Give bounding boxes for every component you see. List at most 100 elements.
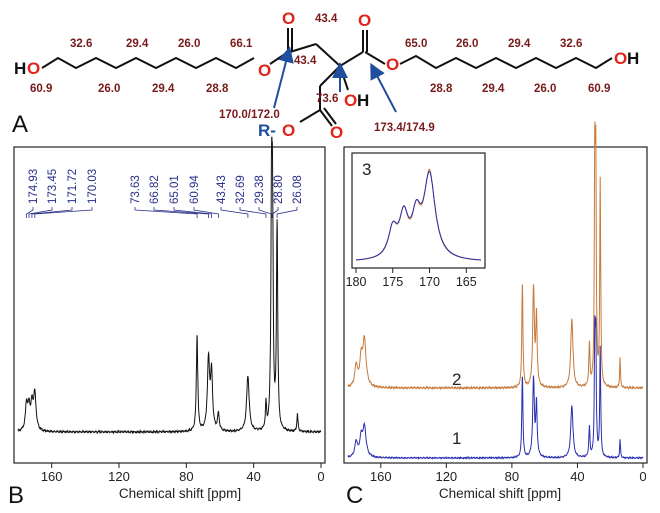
chart-c-tick-label-120: 120 [435,469,457,484]
structure-panel: A H O [12,9,639,142]
chart-c-series-label-1: 1 [452,429,461,448]
bond-cq-ch2-bottom [319,65,341,87]
chart-b-peak-leader-29.38 [258,207,272,218]
chart-b-peak-leader-65.01 [173,207,213,218]
chart-c-inset-label: 3 [362,160,371,179]
shift-ch2-left: 43.4 [294,55,317,67]
chart-b-peak-label-32.69: 32.69 [235,175,247,204]
atom-o-ester-right: O [386,55,399,74]
chart-c-inset-frame [351,152,486,269]
atom-o-bottom-carbonyl: O [330,123,343,142]
shift-left-c5: 29.4 [152,83,175,95]
panel-letter-b: B [8,482,24,509]
structure-shift-labels: 60.9 32.6 26.0 29.4 29.4 26.0 28.8 66.1 … [30,13,610,134]
chart-b-tick-label-40: 40 [246,469,260,484]
atom-o-carbonyl-right: O [358,11,371,30]
ho-left-h: H [14,59,26,78]
chart-c-inset-x-axis: 180 175 170 165 [346,268,477,289]
shift-right-c8: 60.9 [588,83,610,95]
chart-c-series-label-2: 2 [452,370,461,389]
chart-b-peak-leader-60.94 [193,207,219,218]
shift-co-left: 170.0/172.0 [219,109,280,121]
bond-cq-oh [339,65,349,91]
chart-b-peak-label-170.03: 170.03 [87,169,99,204]
bond-cbottom-obond-1 [319,109,333,127]
chart-c-xlabel: Chemical shift [ppm] [439,486,561,501]
shift-right-c6: 26.0 [534,83,556,95]
chart-b-peak-leader-73.63 [134,207,198,218]
bond-cq-c-right [339,51,364,67]
chart-c-tick-label-40: 40 [570,469,584,484]
chart-c-inset-trace-1 [356,170,482,261]
atom-oh-center-h: H [357,91,369,110]
chart-c-trace-1 [347,315,644,461]
chart-b-tick-label-0: 0 [317,469,324,484]
chart-b-trace [17,136,322,435]
shift-left-c6: 26.0 [178,38,200,50]
chart-b-peak-leader-32.69 [239,207,267,218]
bond-c-ch2-left [289,43,317,53]
chart-b-peak-label-28.80: 28.80 [273,175,285,204]
bond-ch2-cq [315,43,341,67]
chart-b-peak-leaders [26,207,298,218]
arrow-co-left [273,46,294,109]
chart-b-frame [13,146,326,464]
chart-b-tick-label-160: 160 [41,469,63,484]
panel-letter-c: C [346,482,363,509]
bond-cbottom-obond-2 [323,107,337,125]
chart-panel-c: 2 1 160 120 80 40 0 Chemical shift [ppm] C 3… [343,121,648,509]
chart-b-peak-label-26.08: 26.08 [292,175,304,204]
shift-co-right: 173.4/174.9 [374,122,435,134]
chart-c-trace-2 [347,121,644,391]
chart-b-peak-leader-174.93 [26,207,34,218]
chart-panel-b: 174.93 173.45 171.72 170.03 73.63 66.82 65.01 6… [8,136,326,509]
right-alkyl-chain [399,54,613,70]
chart-b-tick-label-80: 80 [179,469,193,484]
atom-o-ester-left: O [258,61,271,80]
chart-c-frame [343,146,648,464]
shift-right-c3: 26.0 [456,38,478,50]
chart-b-peak-label-60.94: 60.94 [189,175,201,204]
chart-b-peak-label-66.82: 66.82 [149,175,161,204]
shift-right-c7: 32.6 [560,38,582,50]
chart-b-peak-labels: 174.93 173.45 171.72 170.03 73.63 66.82 65.01 6… [28,169,304,204]
shift-left-c3: 26.0 [98,83,120,95]
chart-c-inset-tick-label-175: 175 [382,275,403,289]
chart-b-peak-label-173.45: 173.45 [47,169,59,204]
chart-b-peak-label-171.72: 171.72 [67,169,79,204]
chart-c-tick-label-0: 0 [639,469,646,484]
atom-o-carbonyl-left: O [282,9,295,28]
chart-b-peak-leader-43.43 [220,207,249,218]
shift-right-c2: 28.8 [430,83,453,95]
structure-arrows [273,46,397,113]
shift-right-c1: 65.0 [405,38,427,50]
shift-left-c7: 28.8 [206,83,229,95]
atom-o-bottom-ester: O [282,121,295,140]
shift-right-c4: 29.4 [482,83,505,95]
chart-c-x-axis: 160 120 80 40 0 [370,463,647,484]
atom-r-group: R- [258,121,276,140]
shift-left-c4: 29.4 [126,38,149,50]
chart-c-inset-tick-label-165: 165 [456,275,477,289]
chart-b-peak-label-174.93: 174.93 [28,169,40,204]
chart-b-x-axis: 160 120 80 40 0 [41,463,325,484]
shift-quaternary: 73.6 [316,93,338,105]
bond-c-o-right [364,51,386,65]
chart-b-peak-leader-171.72 [31,207,73,218]
chart-c-tick-label-80: 80 [505,469,519,484]
chart-b-tick-label-120: 120 [108,469,130,484]
chart-b-peak-label-73.63: 73.63 [130,175,142,204]
shift-ch2-top: 43.4 [315,13,338,25]
arrow-co-right [370,62,397,113]
oh-right-o: O [614,49,627,68]
bond-cbottom-o [299,109,321,123]
ho-left-o: O [27,59,40,78]
atom-oh-center-o: O [344,91,357,110]
shift-left-c8: 66.1 [230,38,253,50]
left-alkyl-chain [41,56,255,70]
chart-b-peak-label-65.01: 65.01 [169,175,181,204]
chart-b-peak-leader-26.08 [276,207,298,218]
panel-letter-a: A [12,111,28,138]
chart-b-peak-leader-173.45 [28,207,53,218]
